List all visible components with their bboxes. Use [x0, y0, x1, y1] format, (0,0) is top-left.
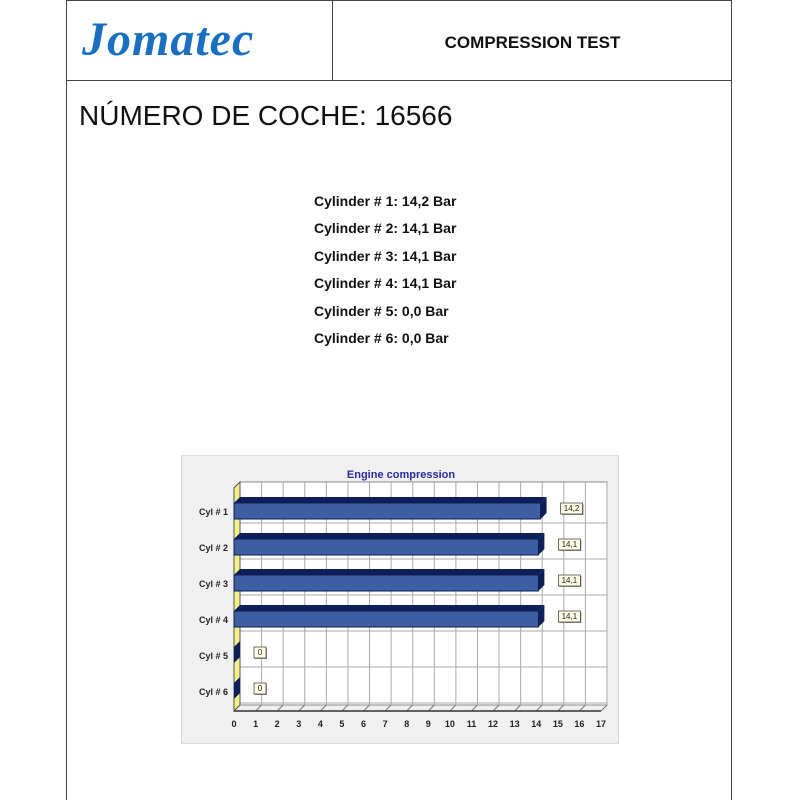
x-tick-label: 15 — [553, 719, 563, 729]
engine-compression-chart: Engine compression 0 1 2 3 4 5 6 7 8 9 10 11 12 13 14 15… — [181, 455, 619, 744]
floor-line — [600, 704, 608, 712]
data-label-box — [558, 610, 581, 623]
data-label: 0 — [258, 648, 263, 657]
floor-line — [341, 704, 349, 712]
chart-title: Engine compression — [347, 469, 455, 481]
data-label-box — [253, 646, 267, 659]
x-tick-label: 8 — [404, 719, 409, 729]
floor-line — [406, 704, 414, 712]
y-tick-label: Cyl # 1 — [199, 507, 228, 517]
x-tick-label: 1 — [253, 719, 258, 729]
y-tick-label: Cyl # 5 — [199, 651, 228, 661]
x-tick-label: 10 — [445, 719, 455, 729]
x-tick-label: 11 — [467, 719, 477, 729]
bar-top — [234, 533, 545, 539]
bar-top — [234, 605, 545, 611]
floor-line — [449, 704, 457, 712]
bar — [233, 574, 539, 592]
x-tick-label: 14 — [531, 719, 541, 729]
floor-line — [276, 704, 284, 712]
x-tick-label: 4 — [318, 719, 323, 729]
bar-top — [234, 569, 545, 575]
x-tick-label: 16 — [574, 719, 584, 729]
x-tick-label: 7 — [383, 719, 388, 729]
x-tick-label: 9 — [426, 719, 431, 729]
y-tick-label: Cyl # 2 — [199, 543, 228, 553]
reading-cyl-5: Cylinder # 5: 0,0 Bar — [314, 302, 449, 319]
floor-line — [319, 704, 327, 712]
reading-cyl-3: Cylinder # 3: 14,1 Bar — [314, 247, 457, 264]
bar — [233, 538, 539, 556]
x-tick-label: 2 — [275, 719, 280, 729]
reading-cyl-6: Cylinder # 6: 0,0 Bar — [314, 329, 449, 346]
x-tick-label: 12 — [488, 719, 498, 729]
x-tick-label: 17 — [596, 719, 606, 729]
floor-line — [363, 704, 370, 712]
bar-side — [538, 605, 545, 627]
reading-cyl-4: Cylinder # 4: 14,1 Bar — [314, 275, 457, 292]
floor-line — [514, 704, 522, 712]
floor-line — [579, 704, 586, 712]
floor-line — [384, 704, 392, 712]
y-tick-label: Cyl # 4 — [199, 615, 228, 625]
floor-line — [427, 704, 435, 712]
bar-top — [234, 497, 547, 503]
x-tick-label: 3 — [296, 719, 301, 729]
car-number: NÚMERO DE COCHE: 16566 — [79, 100, 453, 131]
y-tick-label: Cyl # 3 — [199, 579, 228, 589]
data-label-box — [560, 502, 583, 515]
floor-line — [557, 704, 565, 712]
data-label: 14,1 — [562, 612, 578, 621]
x-tick-label: 13 — [510, 719, 520, 729]
reading-cyl-1: Cylinder # 1: 14,2 Bar — [314, 193, 457, 209]
jomatec-logo: Jomatec — [82, 13, 255, 66]
data-label: 14,2 — [564, 504, 580, 513]
data-label-box — [558, 574, 581, 587]
bar-side — [234, 677, 240, 699]
page-frame — [66, 0, 732, 800]
bar — [233, 610, 539, 628]
document-title: COMPRESSION TEST — [444, 33, 621, 52]
bar-side — [540, 497, 547, 519]
y-tick-label: Cyl # 6 — [199, 687, 228, 697]
data-label: 14,1 — [562, 540, 578, 549]
reading-cyl-2: Cylinder # 2: 14,1 Bar — [314, 220, 457, 237]
floor-line — [298, 704, 306, 712]
bar-side — [538, 533, 545, 555]
data-label: 0 — [258, 684, 263, 693]
bar-side — [234, 641, 240, 663]
cylinder-readings: Cylinder # 1: 14,2 Bar Cylinder # 2: 14,… — [314, 193, 456, 357]
floor-line — [492, 704, 500, 712]
data-label-box — [253, 682, 267, 695]
x-tick-label: 0 — [231, 719, 236, 729]
floor-line — [255, 704, 262, 712]
x-tick-label: 5 — [339, 719, 344, 729]
header-divider — [332, 0, 333, 81]
floor-line — [471, 704, 478, 712]
data-label-box — [558, 538, 581, 551]
header — [66, 0, 732, 81]
x-tick-label: 6 — [361, 719, 366, 729]
bar — [233, 502, 542, 520]
floor-line — [535, 704, 543, 712]
bar-side — [538, 569, 545, 591]
data-label: 14,1 — [562, 576, 578, 585]
